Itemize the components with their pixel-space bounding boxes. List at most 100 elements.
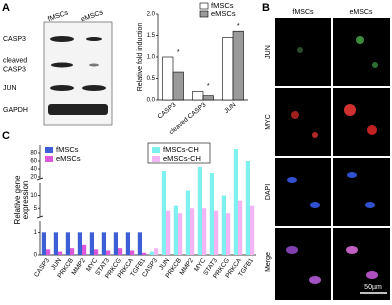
panel-label: A <box>2 2 10 14</box>
micrograph <box>333 158 390 226</box>
scale-bar-label: 50µm <box>364 284 382 291</box>
y-tick-label: 2.0 <box>147 12 156 18</box>
legend-label: fMSCs <box>56 145 79 154</box>
y-tick-label: 20 <box>30 175 37 181</box>
bar <box>214 210 219 255</box>
legend-label: eMSCs-CH <box>163 154 201 163</box>
legend-swatch <box>152 147 160 153</box>
micrograph <box>333 88 390 156</box>
blot-bands <box>48 36 108 115</box>
y-tick-label: 0.0 <box>147 98 156 104</box>
x-tick-label: JUN <box>223 101 237 115</box>
legend-swatch <box>199 10 209 18</box>
blot-row-label: cleaved <box>3 57 27 64</box>
column-label: fMSCs <box>293 9 315 16</box>
bar <box>65 232 70 255</box>
micrograph <box>333 18 390 86</box>
y-tick-label: 1.5 <box>147 33 156 39</box>
row-label: DAPI <box>265 184 272 200</box>
micrograph <box>333 228 390 300</box>
bar <box>209 173 214 255</box>
legend-box <box>147 142 211 164</box>
bar <box>89 232 94 255</box>
y-tick-label: 0.5 <box>147 76 156 82</box>
bar <box>245 161 250 255</box>
bar <box>202 95 214 101</box>
bar <box>70 248 75 255</box>
bar <box>142 252 147 255</box>
row-label: JUN <box>265 45 272 59</box>
bar <box>41 232 46 255</box>
bar <box>130 250 135 255</box>
bar <box>125 232 130 255</box>
bar <box>233 149 238 255</box>
y-tick-label: 1 <box>34 230 38 236</box>
legend-label: eMSCs <box>211 9 236 18</box>
panel-label: C <box>2 130 10 142</box>
bar <box>166 210 171 255</box>
y-tick-label: 0 <box>34 253 38 259</box>
bar <box>58 251 63 255</box>
legend-label: fMSCs-CH <box>163 145 199 154</box>
lane-label: fMSCs <box>47 9 70 23</box>
bar <box>137 232 142 255</box>
row-label: MYC <box>265 114 272 130</box>
blot-row-label: CASP3 <box>3 66 26 73</box>
bar <box>222 37 234 101</box>
legend-label: fMSCs <box>211 1 234 10</box>
blot-row-label: GAPDH <box>3 107 28 114</box>
bar <box>101 232 106 255</box>
bar <box>154 248 159 255</box>
bar <box>173 205 178 255</box>
micrograph <box>275 158 331 226</box>
bar <box>226 213 231 255</box>
bar <box>113 232 118 255</box>
y-tick-label: 10 <box>30 193 37 199</box>
bar <box>192 91 204 101</box>
bar <box>178 213 183 255</box>
axis-break <box>36 215 44 219</box>
bar <box>106 250 111 255</box>
axis-break <box>36 177 44 181</box>
micrograph <box>275 228 331 300</box>
bar <box>149 251 154 255</box>
blot-row-label: CASP3 <box>3 36 26 43</box>
legend-swatch <box>199 2 209 10</box>
significance-mark: * <box>207 83 210 90</box>
y-axis-label: Relative gene <box>13 175 22 224</box>
y-axis-label: expression <box>21 181 30 220</box>
bar <box>77 232 82 255</box>
bar <box>190 208 195 255</box>
y-tick-label: 1.0 <box>147 55 156 61</box>
cells <box>286 36 378 284</box>
row-label: Merge <box>265 252 272 272</box>
legend-label: eMSCs <box>56 154 81 163</box>
significance-mark: * <box>237 23 240 30</box>
significance-mark: * <box>177 49 180 56</box>
bar <box>202 208 207 255</box>
legend-swatch <box>152 156 160 162</box>
bar <box>238 200 243 255</box>
lane-label: eMSCs <box>80 9 104 24</box>
bar <box>46 249 51 255</box>
y-tick-label: 80 <box>30 151 37 157</box>
x-tick-label: CASP3 <box>157 101 178 120</box>
y-tick-label: 40 <box>30 167 37 173</box>
bar <box>185 190 190 255</box>
bar <box>250 205 255 255</box>
bar <box>221 195 226 255</box>
bar <box>118 248 123 255</box>
x-tick-label: CASP3 <box>33 257 51 279</box>
bar <box>172 71 184 101</box>
legend-swatch <box>45 156 53 162</box>
bar <box>94 249 99 255</box>
bar <box>53 232 58 255</box>
micrograph <box>275 18 331 86</box>
panel-label: B <box>262 2 270 14</box>
column-label: eMSCs <box>350 9 373 16</box>
y-axis-label: Relative fold induction <box>137 23 144 92</box>
blot-row-label: JUN <box>3 85 17 92</box>
bar <box>197 167 202 255</box>
bar <box>162 56 174 101</box>
